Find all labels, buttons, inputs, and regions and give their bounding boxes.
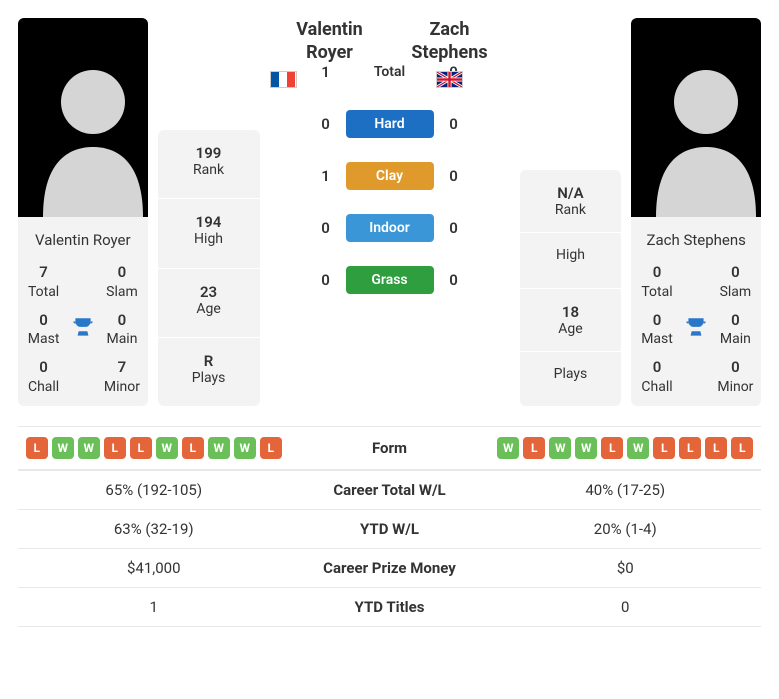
p2-total: 0Total <box>641 263 672 301</box>
p1-high: 194High <box>158 199 260 268</box>
player1-titles: 7Total 0Slam 0Mast 0Main 0Chall 7Minor <box>18 259 148 406</box>
h2h-row: 0Grass0 <box>274 266 506 294</box>
p2-main: 0Main <box>720 311 751 349</box>
player2-photo <box>631 18 761 217</box>
form-loss-chip: L <box>104 437 126 459</box>
form-loss-chip: L <box>260 437 282 459</box>
compare-row: 65% (192-105)Career Total W/L40% (17-25) <box>18 470 761 510</box>
player2-name: Zach Stephens <box>631 217 761 259</box>
p2-minor: 0Minor <box>717 358 753 396</box>
p2-slam: 0Slam <box>720 263 752 301</box>
p1-age: 23Age <box>158 269 260 338</box>
compare-p1-val: $41,000 <box>18 559 290 577</box>
compare-p2-val: 0 <box>490 598 762 616</box>
p1-total: 7Total <box>28 263 59 301</box>
h2h-p1-val: 0 <box>306 115 346 133</box>
surface-label: Clay <box>346 162 434 190</box>
trophy-icon <box>70 315 96 345</box>
p1-slam: 0Slam <box>106 263 138 301</box>
compare-p1-val: 1 <box>18 598 290 616</box>
h2h-row: 0Hard0 <box>274 110 506 138</box>
p1-plays: RPlays <box>158 338 260 406</box>
form-win-chip: W <box>575 437 597 459</box>
compare-p2-val: $0 <box>490 559 762 577</box>
form-win-chip: W <box>497 437 519 459</box>
h2h-row: 0Indoor0 <box>274 214 506 242</box>
h2h-row: 1Clay0 <box>274 162 506 190</box>
form-win-chip: W <box>78 437 100 459</box>
player2-titles: 0Total 0Slam 0Mast 0Main 0Chall 0Minor <box>631 259 761 406</box>
compare-table: LWWLLWLWWL Form WLWWLWLLLL 65% (192-105)… <box>18 426 761 627</box>
form-loss-chip: L <box>523 437 545 459</box>
h2h-p1-val: 0 <box>306 219 346 237</box>
h2h-p1-val: 1 <box>306 63 346 81</box>
form-loss-chip: L <box>679 437 701 459</box>
form-loss-chip: L <box>731 437 753 459</box>
compare-label: Career Prize Money <box>290 559 490 577</box>
h2h-p2-val: 0 <box>434 115 474 133</box>
top-section: Valentin Royer 7Total 0Slam 0Mast 0Main … <box>18 18 761 406</box>
form-loss-chip: L <box>705 437 727 459</box>
compare-p1-val: 63% (32-19) <box>18 520 290 538</box>
p1-chall: 0Chall <box>28 358 59 396</box>
player1-statcol: 199Rank 194High 23Age RPlays <box>158 130 260 406</box>
h2h-p2-val: 0 <box>434 167 474 185</box>
p1-form: LWWLLWLWWL <box>18 437 290 459</box>
surface-label: Hard <box>346 110 434 138</box>
form-loss-chip: L <box>601 437 623 459</box>
compare-label: YTD Titles <box>290 598 490 616</box>
compare-p2-val: 20% (1-4) <box>490 520 762 538</box>
form-win-chip: W <box>156 437 178 459</box>
h2h-p1-val: 0 <box>306 271 346 289</box>
player1-name: Valentin Royer <box>18 217 148 259</box>
form-win-chip: W <box>208 437 230 459</box>
surface-label: Total <box>346 58 434 86</box>
p2-form: WLWWLWLLLL <box>490 437 762 459</box>
compare-row-form: LWWLLWLWWL Form WLWWLWLLLL <box>18 426 761 470</box>
form-loss-chip: L <box>26 437 48 459</box>
player2-statcol: N/ARank High 18Age Plays <box>520 170 622 406</box>
form-win-chip: W <box>234 437 256 459</box>
form-win-chip: W <box>549 437 571 459</box>
p1-rank: 199Rank <box>158 130 260 199</box>
form-win-chip: W <box>52 437 74 459</box>
p2-plays: Plays <box>520 352 622 407</box>
form-loss-chip: L <box>130 437 152 459</box>
compare-p2-val: 40% (17-25) <box>490 481 762 499</box>
h2h-p2-val: 0 <box>434 271 474 289</box>
surface-label: Indoor <box>346 214 434 242</box>
h2h-center: ValentinRoyer ZachStephens <box>270 18 510 406</box>
compare-label: Career Total W/L <box>290 481 490 499</box>
form-loss-chip: L <box>653 437 675 459</box>
p2-high: High <box>520 233 622 289</box>
form-win-chip: W <box>627 437 649 459</box>
p1-main: 0Main <box>106 311 137 349</box>
surface-label: Grass <box>346 266 434 294</box>
h2h-p2-val: 0 <box>434 219 474 237</box>
player2-card: Zach Stephens 0Total 0Slam 0Mast 0Main 0… <box>631 18 761 406</box>
p2-chall: 0Chall <box>641 358 672 396</box>
compare-p1-val: 65% (192-105) <box>18 481 290 499</box>
p1-minor: 7Minor <box>104 358 140 396</box>
p1-mast: 0Mast <box>28 311 60 349</box>
form-loss-chip: L <box>182 437 204 459</box>
player1-card: Valentin Royer 7Total 0Slam 0Mast 0Main … <box>18 18 148 406</box>
p2-rank: N/ARank <box>520 170 622 233</box>
compare-row: 1YTD Titles0 <box>18 588 761 627</box>
compare-label-form: Form <box>290 439 490 457</box>
player1-photo <box>18 18 148 217</box>
trophy-icon <box>683 315 709 345</box>
p2-mast: 0Mast <box>641 311 673 349</box>
compare-label: YTD W/L <box>290 520 490 538</box>
h2h-p1-val: 1 <box>306 167 346 185</box>
h2h-row: 1Total0 <box>274 58 506 86</box>
compare-row: 63% (32-19)YTD W/L20% (1-4) <box>18 510 761 549</box>
p2-age: 18Age <box>520 289 622 352</box>
compare-row: $41,000Career Prize Money$0 <box>18 549 761 588</box>
